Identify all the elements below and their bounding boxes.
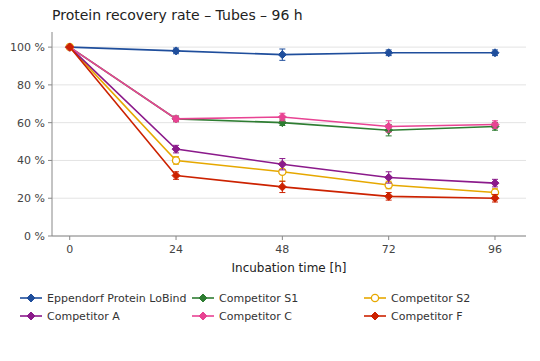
error-bar [279,113,285,121]
legend-label: Competitor C [219,310,292,323]
point [172,47,180,55]
legend-item: Competitor F [364,310,463,323]
legend-label: Competitor S1 [219,292,298,305]
point [491,121,499,129]
legend-label: Competitor A [47,310,120,323]
error-bar [279,181,285,192]
y-tick [48,47,52,48]
point [491,179,499,187]
error-bar [386,193,392,201]
y-tick [48,198,52,199]
x-tick-label: 72 [382,243,396,256]
y-tick [48,160,52,161]
grid-line [52,84,526,85]
y-tick-label: 60 % [17,117,45,130]
error-bar [279,159,285,170]
error-bar [386,121,392,132]
series [66,43,499,132]
x-tick-label: 24 [169,243,183,256]
legend-item: Competitor S2 [364,292,470,305]
y-axis-line [52,32,53,236]
grid-line [52,47,526,48]
legend-marker [199,312,207,320]
grid-line [52,236,526,237]
legend-marker [371,312,379,320]
legend-label: Competitor S2 [391,292,470,305]
series [66,43,499,60]
legend-item: Eppendorf Protein LoBind [20,292,187,305]
point [278,113,286,121]
y-tick-label: 100 % [10,41,45,54]
point [172,115,180,123]
y-tick-label: 40 % [17,154,45,167]
chart: Protein recovery rate – Tubes – 96 h 0 % 2… [0,0,540,361]
grid-line [52,160,526,161]
x-tick [69,236,70,240]
point [385,192,393,200]
y-tick-label: 20 % [17,192,45,205]
point [172,145,180,153]
legend-label: Competitor F [391,310,463,323]
x-tick-label: 96 [488,243,502,256]
series-line [70,47,495,192]
error-bar [279,49,285,60]
legend-marker [199,294,207,302]
point [172,172,180,180]
x-axis-label: Incubation time [h] [231,261,346,275]
y-tick-label: 0 % [24,230,45,243]
x-tick-label: 48 [275,243,289,256]
point [385,49,393,57]
y-tick [48,122,52,123]
legend-marker [371,294,378,301]
grid [52,47,526,236]
point [278,183,286,191]
legend-item: Competitor A [20,310,120,323]
plot-area [66,43,499,202]
legend-marker [27,294,35,302]
x-tick [388,236,389,240]
point [278,160,286,168]
series-line [70,47,495,126]
series [66,43,499,202]
error-bar [173,157,179,165]
legend-item: Competitor S1 [192,292,298,305]
y-tick-label: 80 % [17,79,45,92]
legend: Eppendorf Protein LoBind Competitor S1 Com… [20,292,470,323]
x-tick [176,236,177,240]
legend-marker [27,312,35,320]
error-bar [492,121,498,129]
error-bar [173,172,179,180]
point [172,157,179,164]
x-tick [494,236,495,240]
error-bar [173,145,179,153]
y-tick [48,236,52,237]
series-line [70,47,495,183]
point [172,115,180,123]
legend-label: Eppendorf Protein LoBind [47,292,187,305]
point [278,51,286,59]
error-bar [386,172,392,183]
x-tick-label: 0 [66,243,73,256]
point [66,43,74,51]
y-tick [48,84,52,85]
title: Protein recovery rate – Tubes – 96 h [52,7,303,23]
point [385,173,393,181]
series-line [70,47,495,198]
legend-item: Competitor C [192,310,292,323]
point [491,194,499,202]
point [385,122,393,130]
error-bar [492,194,498,202]
x-axis-line [52,236,526,237]
series [66,43,499,187]
point [491,49,499,57]
series-line [70,47,495,130]
x-tick [282,236,283,240]
error-bar [492,179,498,187]
